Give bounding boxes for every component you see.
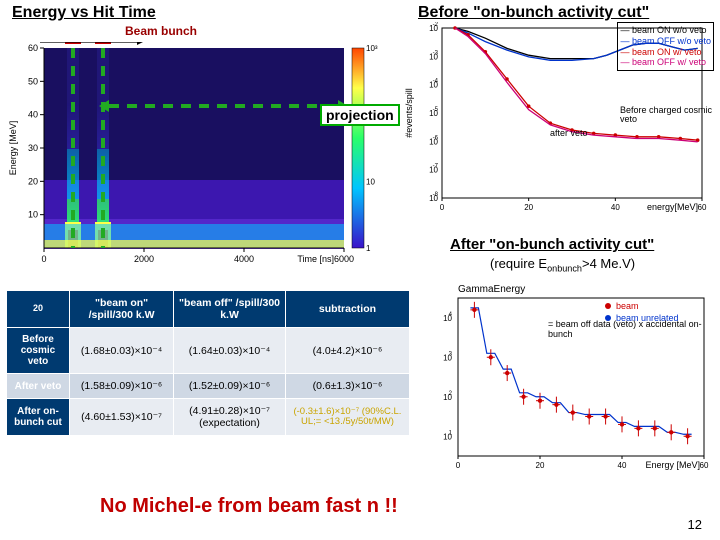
title-energy-vs-hit: Energy vs Hit Time — [12, 4, 156, 22]
svg-text:1: 1 — [366, 244, 371, 253]
svg-text:60: 60 — [698, 203, 707, 212]
svg-text:Energy [MeV]: Energy [MeV] — [645, 460, 700, 470]
svg-text:4: 4 — [449, 312, 453, 318]
svg-text:10: 10 — [28, 210, 38, 220]
projection-label: projection — [320, 104, 400, 126]
legend-before: — beam ON w/o veto— beam OFF w/o veto— b… — [617, 22, 714, 71]
svg-text:Time [ns]: Time [ns] — [297, 254, 334, 264]
svg-text:6000: 6000 — [334, 254, 354, 264]
svg-text:-2: -2 — [433, 22, 439, 28]
svg-text:0: 0 — [456, 461, 461, 470]
svg-text:-6: -6 — [433, 135, 439, 141]
conclusion-text: No Michel-e from beam fast n !! — [100, 495, 398, 518]
svg-text:0: 0 — [41, 254, 46, 264]
svg-text:1: 1 — [449, 430, 453, 436]
svg-text:20: 20 — [524, 203, 533, 212]
svg-text:4000: 4000 — [234, 254, 254, 264]
anno-beam-off: = beam off data (veto) x accidental on-b… — [548, 320, 720, 340]
svg-text:-3: -3 — [433, 50, 439, 56]
svg-text:30: 30 — [28, 143, 38, 153]
svg-text:#events/spill: #events/spill — [404, 88, 414, 138]
svg-text:40: 40 — [611, 203, 620, 212]
page-number: 12 — [688, 517, 702, 532]
svg-text:0: 0 — [440, 203, 445, 212]
svg-text:20: 20 — [536, 461, 545, 470]
subtitle-require: (require Eonbunch>4 Me.V) — [490, 256, 635, 274]
svg-text:-7: -7 — [433, 164, 439, 170]
results-table: 20"beam on" /spill/300 k.W"beam off" /sp… — [6, 290, 410, 436]
svg-text:Energy [MeV]: Energy [MeV] — [8, 121, 18, 176]
svg-text:-5: -5 — [433, 107, 439, 113]
svg-text:-8: -8 — [433, 192, 439, 198]
svg-text:60: 60 — [28, 43, 38, 53]
svg-text:-4: -4 — [433, 79, 439, 85]
svg-text:beam: beam — [616, 301, 639, 311]
anno-after-veto: after veto — [550, 128, 588, 138]
svg-text:20: 20 — [28, 176, 38, 186]
svg-text:40: 40 — [28, 110, 38, 120]
svg-text:2: 2 — [449, 391, 453, 397]
svg-text:10: 10 — [366, 177, 375, 186]
heatmap-chart: 0 2000 4000 6000Time [ns] 10 20 30 40 50 60 Energy… — [6, 42, 380, 270]
anno-before-cosmic: Before charged cosmic veto — [620, 106, 720, 124]
svg-text:energy[MeV]: energy[MeV] — [647, 202, 698, 212]
svg-text:2000: 2000 — [134, 254, 154, 264]
svg-text:3: 3 — [449, 351, 453, 357]
svg-text:60: 60 — [700, 461, 709, 470]
title-before-cut: Before "on-bunch activity cut" — [418, 4, 649, 22]
svg-text:40: 40 — [618, 461, 627, 470]
svg-text:GammaEnergy: GammaEnergy — [458, 284, 525, 295]
beam-bunch-label: Beam bunch — [125, 24, 197, 38]
title-after-cut: After "on-bunch activity cut" — [450, 236, 654, 253]
svg-text:10³: 10³ — [366, 44, 378, 53]
svg-text:50: 50 — [28, 76, 38, 86]
spectrum-after-chart: GammaEnergy0204060Energy [MeV]1011021031… — [418, 280, 714, 480]
